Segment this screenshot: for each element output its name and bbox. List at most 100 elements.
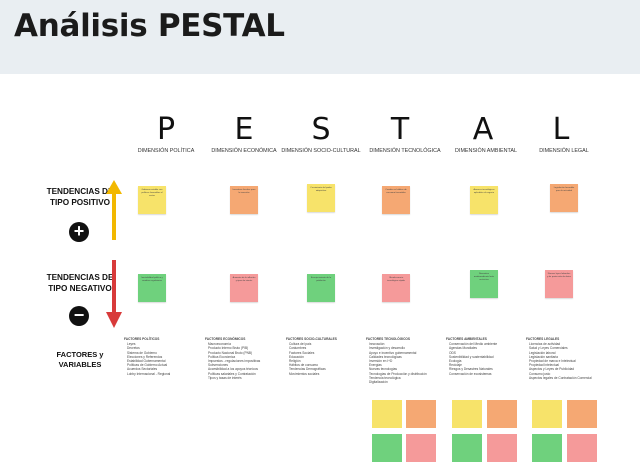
- sticky-note[interactable]: Inestabilidad política y cambios regulat…: [138, 274, 166, 302]
- sticky-note-template[interactable]: [567, 434, 597, 462]
- list-item: Digitalización: [369, 380, 388, 385]
- arrow-down-icon: [106, 260, 122, 328]
- sticky-note-template[interactable]: [532, 434, 562, 462]
- list-item: Estabilidad Gubernamental: [127, 359, 166, 364]
- page-title: Análisis PESTAL: [14, 8, 285, 44]
- letter-e: E: [234, 112, 254, 147]
- list-item: Accesibilidad a los apoyos técnicos: [208, 367, 258, 372]
- factors-title: FACTORES LEGALES: [526, 337, 560, 341]
- list-item: Políticas de Gobierno Actual: [127, 363, 168, 368]
- minus-icon: −: [69, 306, 89, 326]
- list-item: Tendencia tecnológica: [369, 375, 401, 380]
- factors-column-ambientales: FACTORES AMBIENTALES Conservación del Me…: [446, 337, 526, 376]
- dimension-legal: DIMENSIÓN LEGAL: [539, 148, 589, 154]
- letter-s: S: [311, 112, 331, 147]
- sticky-note-template[interactable]: [487, 400, 517, 428]
- sticky-note[interactable]: Avances tecnológicos aplicables al negoc…: [470, 186, 498, 214]
- sticky-note[interactable]: Incentivos fiscales para la inversión: [230, 186, 258, 214]
- list-item: Leyes: [127, 342, 136, 347]
- sticky-note[interactable]: Normativa medioambiental más restrictiva: [470, 270, 498, 298]
- factors-column-socio-culturales: FACTORES SOCIO-CULTURALES Cultura del pa…: [286, 337, 366, 376]
- list-item: Propiedad Intelectual: [529, 363, 559, 368]
- sticky-note[interactable]: Legislación favorable para la actividad: [550, 184, 578, 212]
- list-item: Producto Interno Bruto (PIB): [208, 346, 249, 351]
- dimension-ambiental: DIMENSIÓN AMBIENTAL: [455, 148, 517, 154]
- list-item: Agendas Mundiales: [449, 346, 477, 351]
- factors-title: FACTORES AMBIENTALES: [446, 337, 487, 341]
- list-item: Reciclaje: [449, 363, 462, 368]
- list-item: Movimientos sociales: [289, 371, 320, 376]
- dimension-tecnologica: DIMENSIÓN TECNOLÓGICA: [369, 148, 441, 154]
- letter-p: P: [156, 112, 176, 147]
- factors-title: FACTORES ECONÓMICOS: [205, 337, 246, 341]
- list-item: Impuestos - regulaciones impositivas: [208, 359, 261, 364]
- list-item: Aspectos y Leyes de Publicidad: [529, 367, 575, 372]
- factors-column-economicos: FACTORES ECONÓMICOS Macroeconomía Produc…: [205, 337, 285, 380]
- list-item: ODS: [449, 350, 456, 355]
- sticky-note-template[interactable]: [372, 434, 402, 462]
- sticky-note[interactable]: Gobierno estable con políticas favorable…: [138, 186, 166, 214]
- sticky-note-template[interactable]: [406, 400, 436, 428]
- factors-title: FACTORES SOCIO-CULTURALES: [286, 337, 337, 341]
- list-item: Política Económica: [208, 354, 236, 359]
- sticky-note-template[interactable]: [372, 400, 402, 428]
- factors-column-legales: FACTORES LEGALES Licencias de actividad …: [526, 337, 606, 380]
- negative-trends-label: TENDENCIAS DE TIPO NEGATIVO: [46, 273, 114, 293]
- factors-column-tecnologicos: FACTORES TECNOLÓGICOS Innovación Investi…: [366, 337, 446, 384]
- sticky-note[interactable]: Crecimiento del poder adquisitivo: [307, 184, 335, 212]
- list-item: Tipos y tasas de interés: [208, 375, 242, 380]
- sticky-note[interactable]: Aumento de la inflación y tipos de inter…: [230, 274, 258, 302]
- list-item: Nuevas tecnologías: [369, 367, 397, 372]
- list-item: Inversión en I+D: [369, 359, 393, 364]
- list-item: Propiedad de marca e Intelectual: [529, 359, 576, 364]
- list-item: Ecología: [449, 359, 462, 364]
- letter-t: T: [390, 112, 410, 147]
- header-bar: Análisis PESTAL: [0, 0, 640, 74]
- list-item: Energías: [369, 363, 382, 368]
- list-item: Apoyo e incentivo gubernamental: [369, 350, 417, 355]
- list-item: Consumo justo: [529, 371, 551, 376]
- list-item: Riesgos y Desastres Naturales: [449, 367, 493, 372]
- list-item: Factores Sociales: [289, 350, 315, 355]
- list-item: Educación: [289, 354, 304, 359]
- sticky-note-template[interactable]: [452, 400, 482, 428]
- letter-l: L: [552, 112, 570, 147]
- list-item: Políticas salariales y Contratación: [208, 371, 256, 376]
- list-item: Legislación sanitaria: [529, 354, 558, 359]
- list-item: Innovación: [369, 342, 385, 347]
- list-item: Tecnologías de Producción y distribución: [369, 371, 427, 376]
- factors-title: FACTORES TECNOLÓGICOS: [366, 337, 411, 341]
- list-item: Acuerdos Sectoriales: [127, 367, 158, 372]
- sticky-note[interactable]: Cambio en hábitos de consumo favorables: [382, 186, 410, 214]
- sticky-note[interactable]: Obsolescencia tecnológica rápida: [382, 274, 410, 302]
- list-item: Aspectos legales de Contratación Comerci…: [529, 375, 592, 380]
- list-item: Sistema de Gobierno: [127, 350, 157, 355]
- list-item: Tendencias Demográficas: [289, 367, 326, 372]
- sticky-note-template[interactable]: [567, 400, 597, 428]
- list-item: Costumbres: [289, 346, 307, 351]
- factors-title: FACTORES POLÍTICOS: [124, 337, 160, 341]
- list-item: Lobby Internacional - Regional: [127, 371, 171, 376]
- list-item: Producto Nacional Bruto (PNB): [208, 350, 253, 355]
- sticky-note[interactable]: Envejecimiento de la población: [307, 274, 335, 302]
- list-item: Salud y Leyes Comerciales: [529, 346, 568, 351]
- list-item: Elecciones y Referendos: [127, 354, 163, 359]
- dimension-economica: DIMENSIÓN ECONÓMICA: [211, 148, 277, 154]
- list-item: Hábitos de consumo: [289, 363, 319, 368]
- sticky-note-template[interactable]: [406, 434, 436, 462]
- list-item: Legislación laboral: [529, 350, 556, 355]
- letter-a: A: [472, 112, 494, 147]
- arrow-up-icon: [106, 180, 122, 240]
- factors-label: FACTORES y VARIABLES: [56, 350, 104, 369]
- list-item: Religión: [289, 359, 301, 364]
- sticky-note-template[interactable]: [487, 434, 517, 462]
- sticky-note-template[interactable]: [532, 400, 562, 428]
- list-item: Conservación de ecosistemas: [449, 371, 492, 376]
- list-item: Cultura del país: [289, 342, 312, 347]
- list-item: Calidades tecnológicas: [369, 354, 402, 359]
- sticky-note-template[interactable]: [452, 434, 482, 462]
- list-item: Conservación del Medio ambiente: [449, 342, 498, 347]
- positive-trends-label: TENDENCIAS DE TIPO POSITIVO: [46, 187, 114, 207]
- sticky-note[interactable]: Nuevas leyes laborales y de protección d…: [545, 270, 573, 298]
- list-item: Investigación y desarrollo: [369, 346, 405, 351]
